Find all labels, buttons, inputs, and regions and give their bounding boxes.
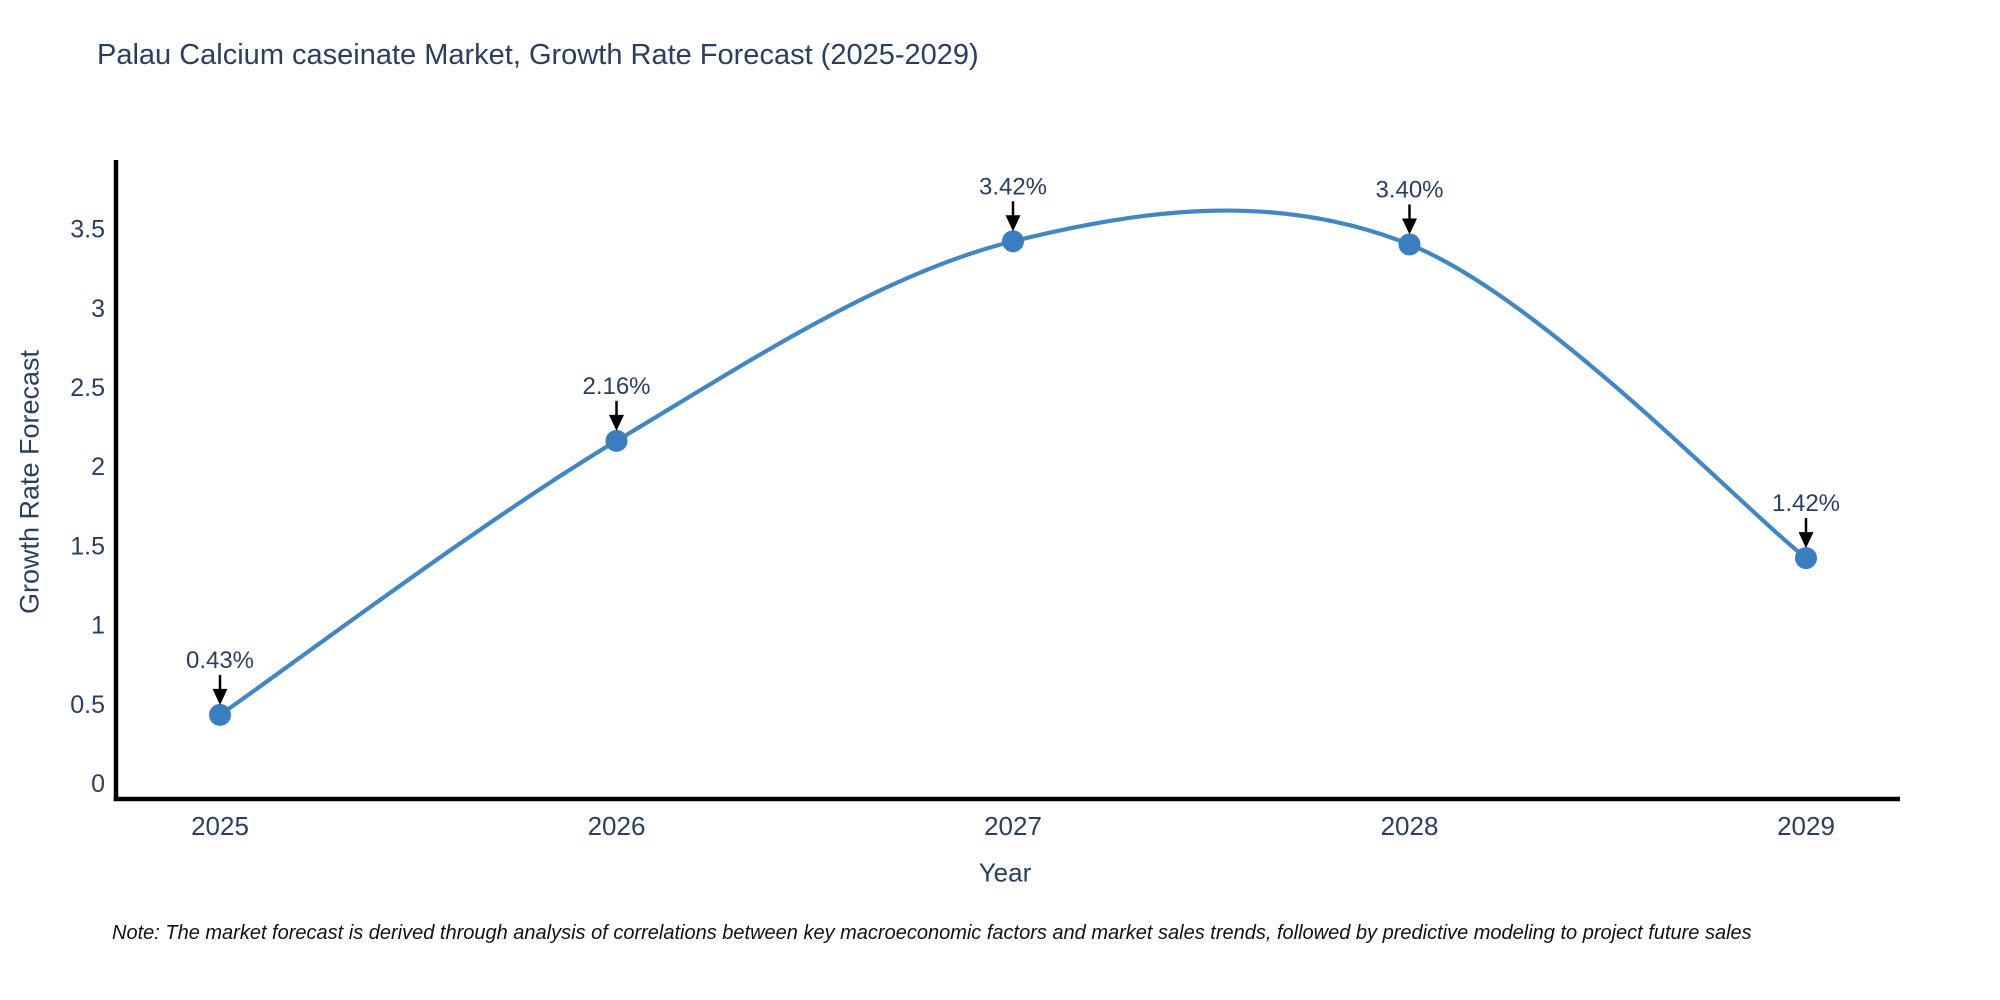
data-point-annotation: 0.43% xyxy=(186,647,254,705)
y-tick-label: 1.5 xyxy=(70,532,105,560)
annotation-arrow-head-icon xyxy=(1402,218,1417,235)
data-point-annotation: 3.40% xyxy=(1375,176,1444,235)
footnote: Note: The market forecast is derived thr… xyxy=(112,922,1752,944)
annotation-arrow-head-icon xyxy=(1798,532,1814,549)
data-point-label: 1.42% xyxy=(1772,490,1840,517)
y-tick-label: 2 xyxy=(91,453,105,481)
y-tick-label: 3.5 xyxy=(70,216,105,244)
x-tick-label: 2026 xyxy=(588,811,646,841)
annotation-arrow-head-icon xyxy=(212,688,228,705)
chart-title: Palau Calcium caseinate Market, Growth R… xyxy=(97,39,979,71)
data-point-label: 3.40% xyxy=(1375,176,1443,203)
y-tick-label: 0 xyxy=(91,770,105,798)
x-tick-label: 2027 xyxy=(984,811,1042,841)
data-point-annotation: 1.42% xyxy=(1772,490,1840,549)
data-point-label: 3.42% xyxy=(979,173,1047,200)
y-tick-label: 1 xyxy=(91,612,105,640)
data-point-marker xyxy=(1398,233,1421,256)
x-tick-label: 2025 xyxy=(191,811,249,841)
y-tick-label: 2.5 xyxy=(70,374,105,402)
x-tick-label: 2028 xyxy=(1381,811,1439,841)
forecast-line xyxy=(217,208,1809,717)
data-point-marker xyxy=(1002,230,1024,253)
annotation-arrow-head-icon xyxy=(1005,215,1021,232)
data-point-marker xyxy=(1795,547,1817,570)
data-point-label: 2.16% xyxy=(582,373,650,400)
data-point-marker xyxy=(209,703,231,726)
y-tick-label: 0.5 xyxy=(70,691,105,719)
data-point-marker xyxy=(605,429,628,452)
data-point-annotation: 2.16% xyxy=(582,373,651,431)
x-axis-title: Year xyxy=(978,857,1032,888)
data-point-label: 0.43% xyxy=(186,647,254,674)
data-point-annotation: 3.42% xyxy=(979,173,1047,232)
annotation-arrow-head-icon xyxy=(609,414,624,431)
y-tick-label: 3 xyxy=(91,295,105,323)
x-tick-label: 2029 xyxy=(1777,811,1835,841)
